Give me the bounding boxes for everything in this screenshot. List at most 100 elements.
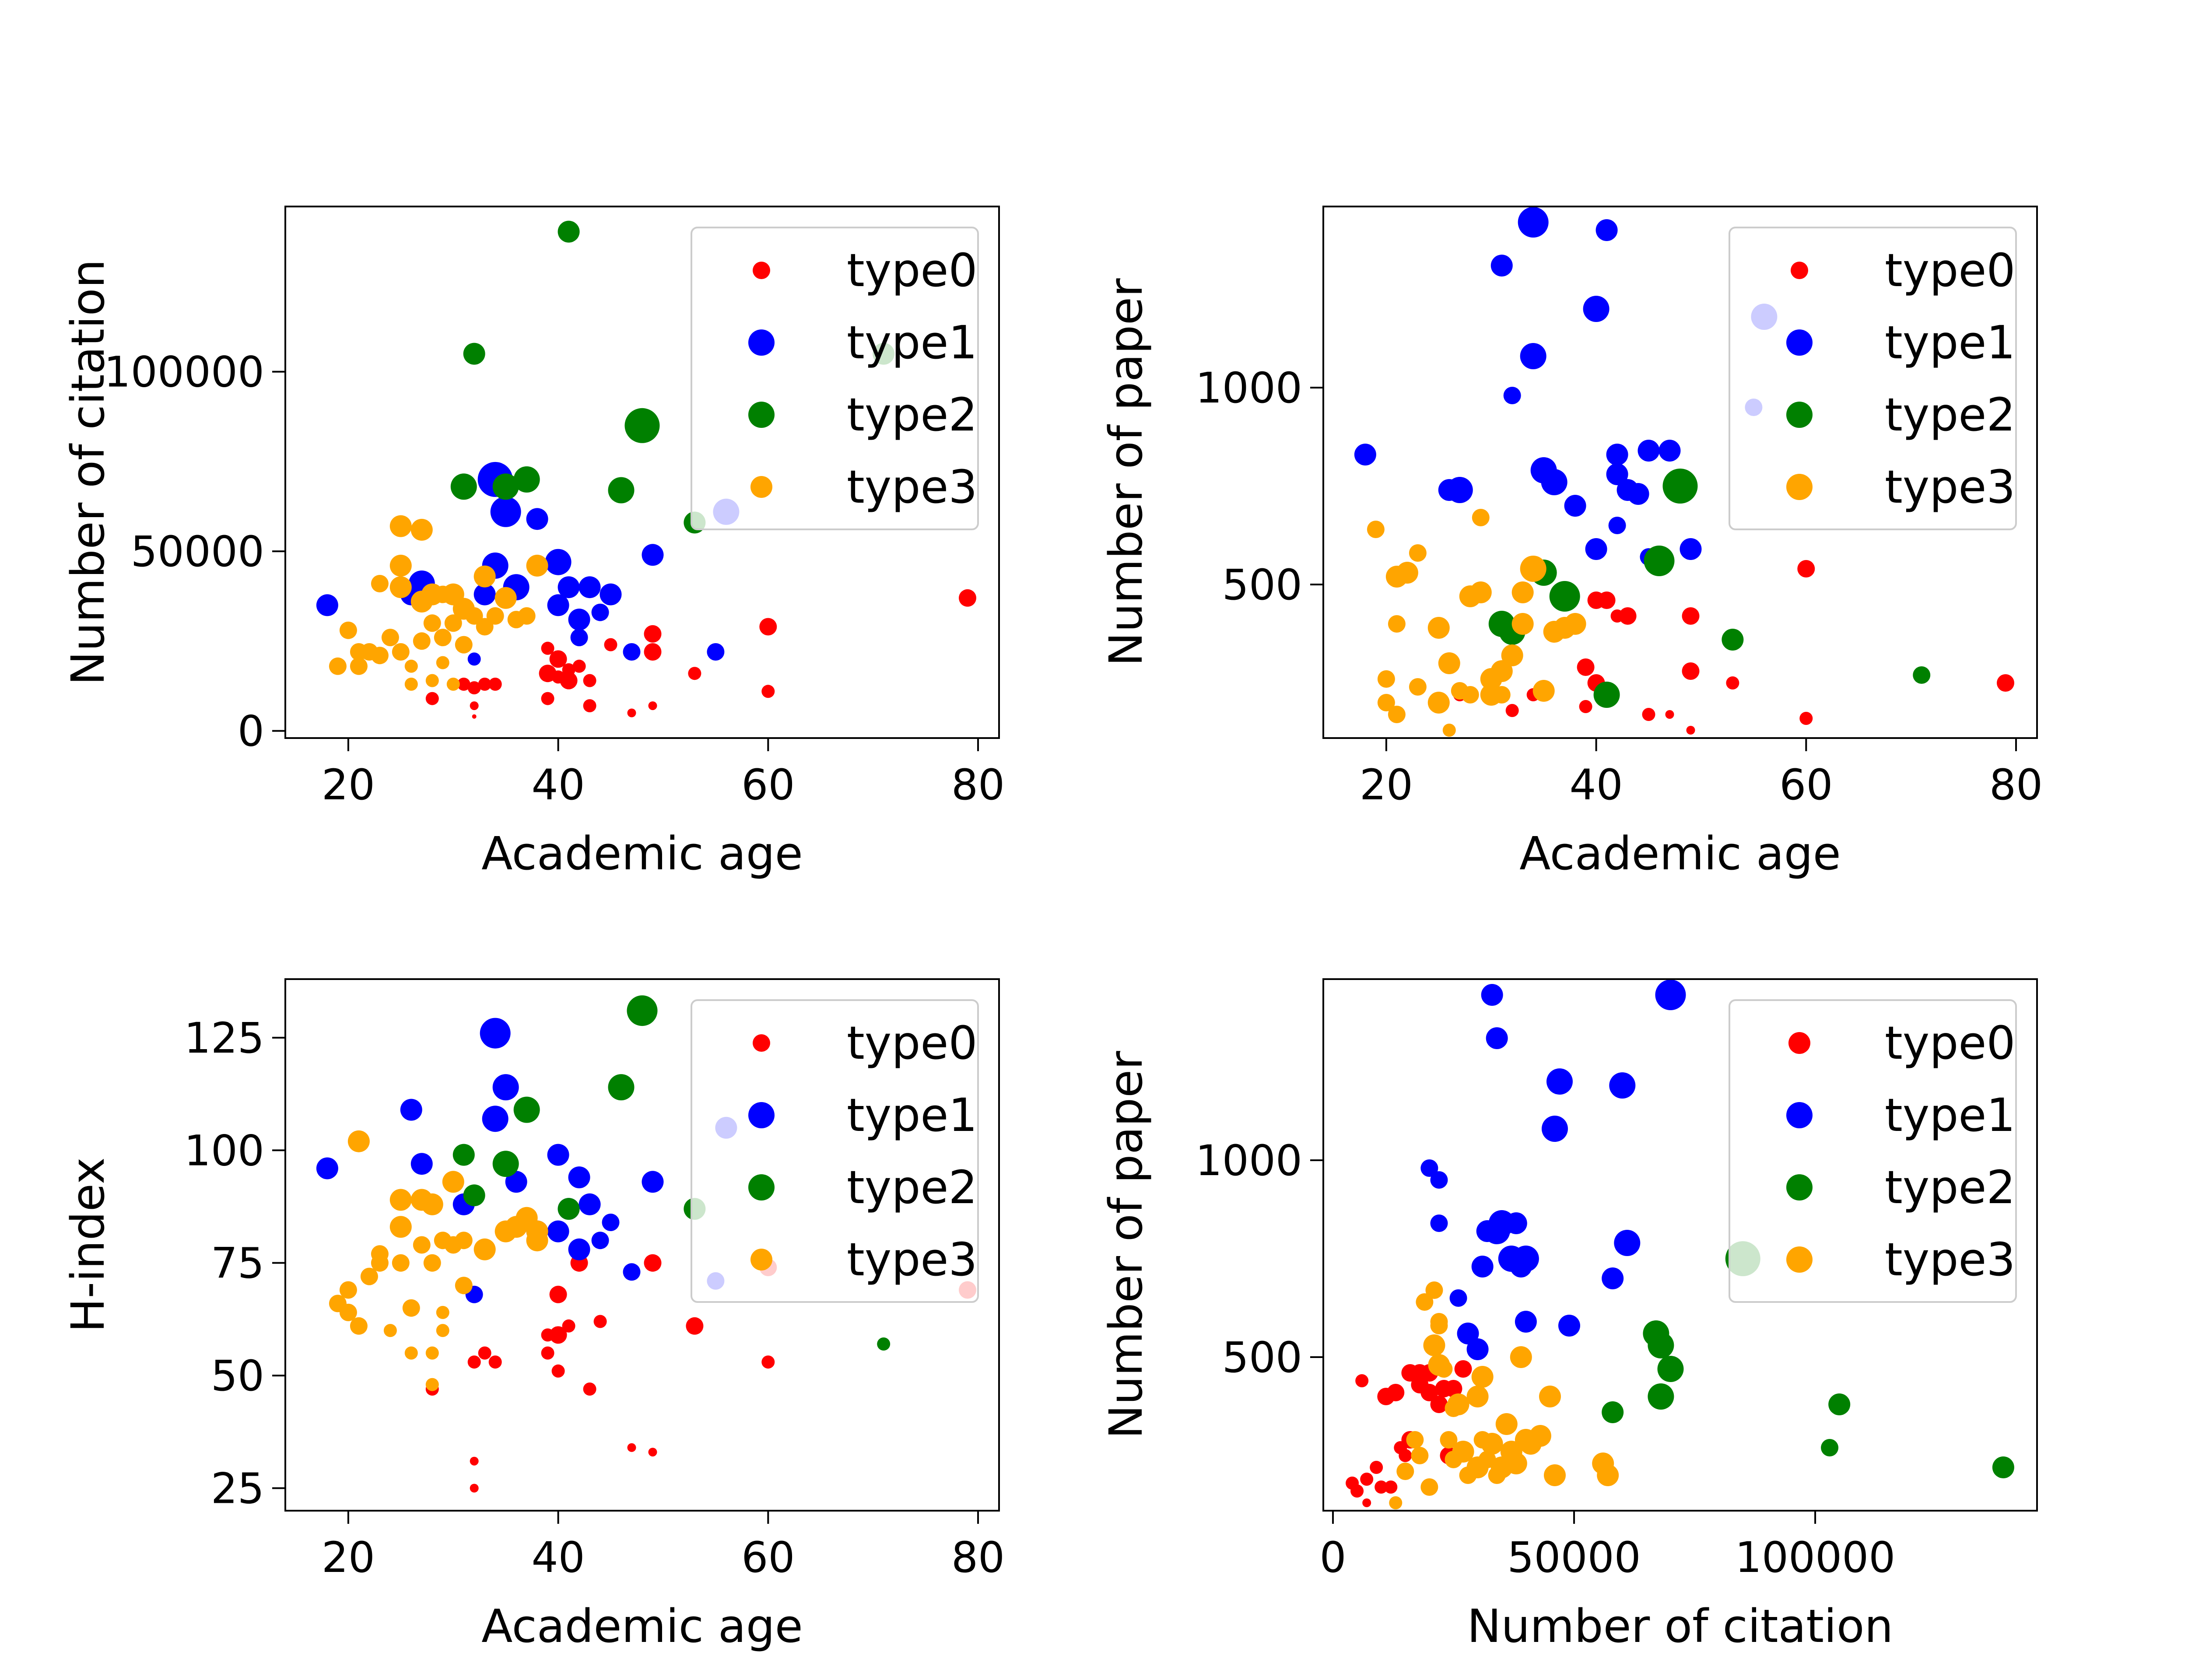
- data-point-type2: [1828, 1393, 1851, 1415]
- data-point-type3: [1430, 1313, 1448, 1330]
- data-point-type1: [1546, 1068, 1573, 1095]
- data-point-type1: [642, 544, 664, 566]
- data-point-type3: [1532, 680, 1555, 702]
- data-point-type3: [1388, 615, 1406, 633]
- data-point-type3: [392, 1254, 410, 1272]
- data-point-type0: [1686, 726, 1695, 735]
- data-point-type3: [1505, 1452, 1527, 1474]
- x-tick-label: 40: [532, 1533, 585, 1582]
- data-point-type2: [513, 1096, 540, 1123]
- data-point-type1: [568, 1238, 590, 1260]
- data-point-type0: [1430, 1396, 1448, 1413]
- legend-label-type2: type2: [1885, 388, 2016, 441]
- data-point-type3: [389, 576, 412, 598]
- data-point-type2: [1602, 1401, 1624, 1423]
- legend-marker-type3: [750, 1249, 772, 1270]
- legend-marker-type0: [1791, 262, 1808, 279]
- y-tick-label: 1000: [1196, 364, 1302, 413]
- data-point-type0: [644, 625, 662, 643]
- data-point-type1: [568, 609, 590, 631]
- data-point-type0: [1360, 1473, 1374, 1486]
- data-point-type3: [371, 575, 389, 592]
- data-point-type2: [1821, 1439, 1839, 1456]
- data-point-type0: [488, 677, 502, 691]
- data-point-type2: [1648, 1332, 1674, 1358]
- x-axis-label: Academic age: [481, 1600, 803, 1653]
- legend-label-type3: type3: [1885, 1233, 2016, 1286]
- data-point-type1: [1430, 1171, 1448, 1189]
- data-point-type3: [1377, 670, 1395, 688]
- data-point-type2: [558, 220, 580, 243]
- data-point-type1: [1541, 469, 1567, 495]
- data-point-type1: [591, 603, 609, 621]
- data-point-type3: [350, 1317, 368, 1335]
- data-point-type3: [1423, 1334, 1445, 1356]
- data-point-type3: [518, 607, 536, 625]
- data-point-type0: [551, 1364, 565, 1378]
- data-point-type3: [1466, 1386, 1489, 1407]
- data-point-type2: [1549, 581, 1580, 612]
- data-point-type0: [1598, 592, 1616, 609]
- data-point-type3: [329, 657, 347, 675]
- data-point-type2: [463, 343, 485, 365]
- data-point-type3: [425, 1346, 439, 1360]
- data-point-type1: [1515, 1311, 1537, 1333]
- data-point-type1: [1481, 984, 1503, 1006]
- data-point-type3: [339, 621, 357, 639]
- data-point-type0: [604, 638, 617, 651]
- x-tick-label: 60: [741, 760, 795, 809]
- data-point-type1: [1614, 1230, 1641, 1256]
- legend-label-type3: type3: [1885, 460, 2016, 514]
- data-point-type3: [442, 1171, 464, 1193]
- legend: type0 type1 type2 type3: [691, 227, 979, 530]
- legend-box: [691, 227, 979, 530]
- data-point-type1: [1627, 483, 1649, 505]
- data-point-type2: [492, 473, 519, 500]
- data-point-type3: [455, 636, 473, 654]
- data-point-type0: [478, 677, 491, 691]
- data-point-type3: [446, 677, 460, 691]
- data-point-type3: [413, 632, 431, 650]
- data-point-type0: [583, 1382, 596, 1396]
- data-point-type3: [455, 1277, 473, 1295]
- y-tick-label: 100000: [104, 348, 264, 397]
- legend-label-type0: type0: [847, 244, 978, 297]
- data-point-type3: [473, 565, 496, 588]
- x-tick-label: 0: [1320, 1533, 1346, 1582]
- data-point-type2: [1648, 1383, 1674, 1410]
- data-point-type1: [623, 643, 641, 661]
- data-point-type0: [1384, 1480, 1398, 1494]
- data-point-type0: [470, 701, 479, 710]
- data-point-type0: [549, 1326, 567, 1344]
- axes-frame: [284, 978, 1000, 1512]
- data-point-type3: [1425, 1281, 1443, 1299]
- data-point-type0: [541, 641, 554, 655]
- y-tick-label: 500: [1222, 1333, 1302, 1382]
- points-group: [1354, 207, 2014, 737]
- data-point-type3: [1452, 1441, 1474, 1463]
- data-point-type3: [1511, 613, 1534, 635]
- data-point-type2: [452, 1144, 475, 1166]
- data-point-type1: [1449, 1289, 1467, 1307]
- legend-label-type3: type3: [847, 460, 978, 514]
- data-point-type3: [421, 1193, 443, 1215]
- data-point-type3: [1409, 544, 1427, 562]
- data-point-type0: [1505, 704, 1519, 717]
- y-axis-label: Number of citation: [61, 259, 115, 686]
- data-point-type3: [410, 518, 433, 541]
- x-tick-label: 20: [322, 760, 375, 809]
- data-point-type2: [1644, 546, 1675, 576]
- data-point-type3: [350, 657, 368, 675]
- y-tick-label: 500: [1222, 560, 1302, 609]
- data-point-type1: [570, 629, 588, 647]
- data-point-type0: [560, 672, 578, 690]
- data-point-type3: [381, 629, 399, 647]
- x-tick-label: 40: [532, 760, 585, 809]
- data-point-type0: [1997, 674, 2014, 692]
- data-point-type2: [1913, 666, 1931, 684]
- data-point-type2: [1657, 1356, 1684, 1382]
- data-point-type3: [1471, 1366, 1494, 1388]
- data-point-type3: [339, 1281, 357, 1299]
- data-point-type0: [457, 677, 470, 691]
- data-point-type0: [1642, 708, 1655, 721]
